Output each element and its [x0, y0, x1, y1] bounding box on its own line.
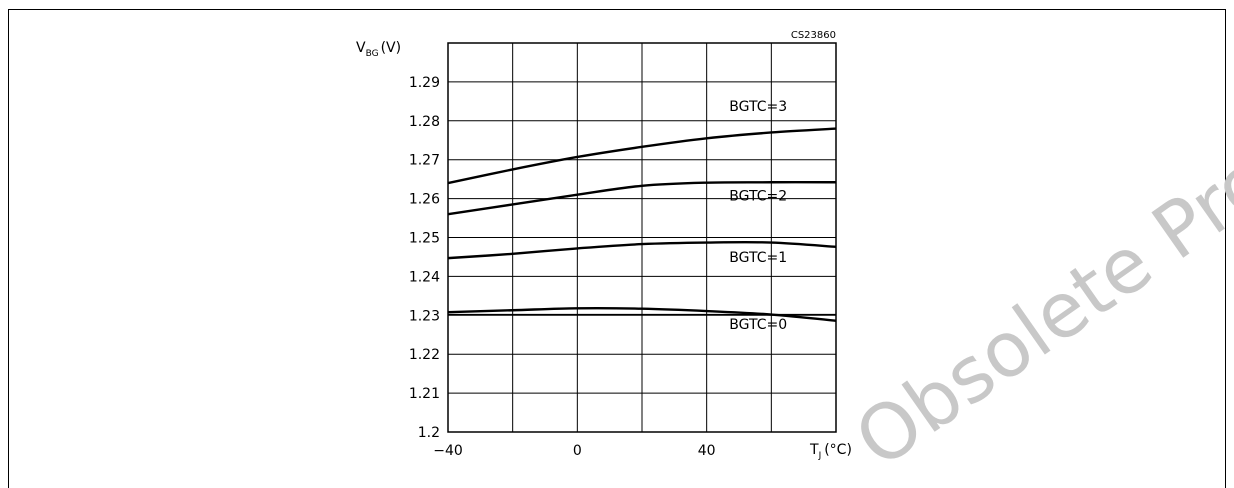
- curve-label: BGTC=1: [729, 250, 787, 266]
- series-line-2: [447, 240, 837, 260]
- y-tick-label: 1.24: [409, 269, 440, 285]
- figure-code: CS23860: [791, 30, 836, 41]
- y-tick-label: 1.23: [409, 308, 440, 324]
- y-axis-label: VBG (V): [356, 40, 401, 59]
- x-axis-label: TJ (°C): [809, 442, 852, 461]
- curve-label: BGTC=2: [729, 189, 787, 205]
- y-tick-label: 1.29: [409, 75, 440, 91]
- y-tick-label: 1.22: [409, 347, 440, 363]
- y-tick-label: 1.26: [409, 192, 440, 208]
- figure-frame: [8, 9, 1226, 488]
- x-tick-label: −40: [433, 443, 463, 459]
- curve-labels: BGTC=3 BGTC=2 BGTC=1 BGTC=0: [729, 99, 787, 333]
- y-tick-label: 1.2: [418, 425, 440, 441]
- x-tick-labels: −40 0 40: [433, 443, 715, 459]
- x-tick-label: 0: [573, 443, 582, 459]
- y-tick-labels: 1.2 1.21 1.22 1.23 1.24 1.25 1.26 1.27 1.28 1.29: [409, 75, 440, 441]
- plot-area-border: [447, 42, 837, 433]
- watermark: Obsolete Product(s): [839, 0, 1234, 479]
- y-tick-label: 1.27: [409, 153, 440, 169]
- x-tick-label: 40: [698, 443, 716, 459]
- y-tick-label: 1.28: [409, 114, 440, 130]
- series-line-1: [447, 181, 837, 216]
- y-tick-label: 1.21: [409, 386, 440, 402]
- curve-label: BGTC=3: [729, 99, 787, 115]
- curve-label: BGTC=0: [729, 317, 787, 333]
- y-tick-label: 1.25: [409, 231, 440, 247]
- grid: [447, 42, 837, 433]
- curves: [447, 127, 837, 322]
- series-line-0: [447, 127, 837, 185]
